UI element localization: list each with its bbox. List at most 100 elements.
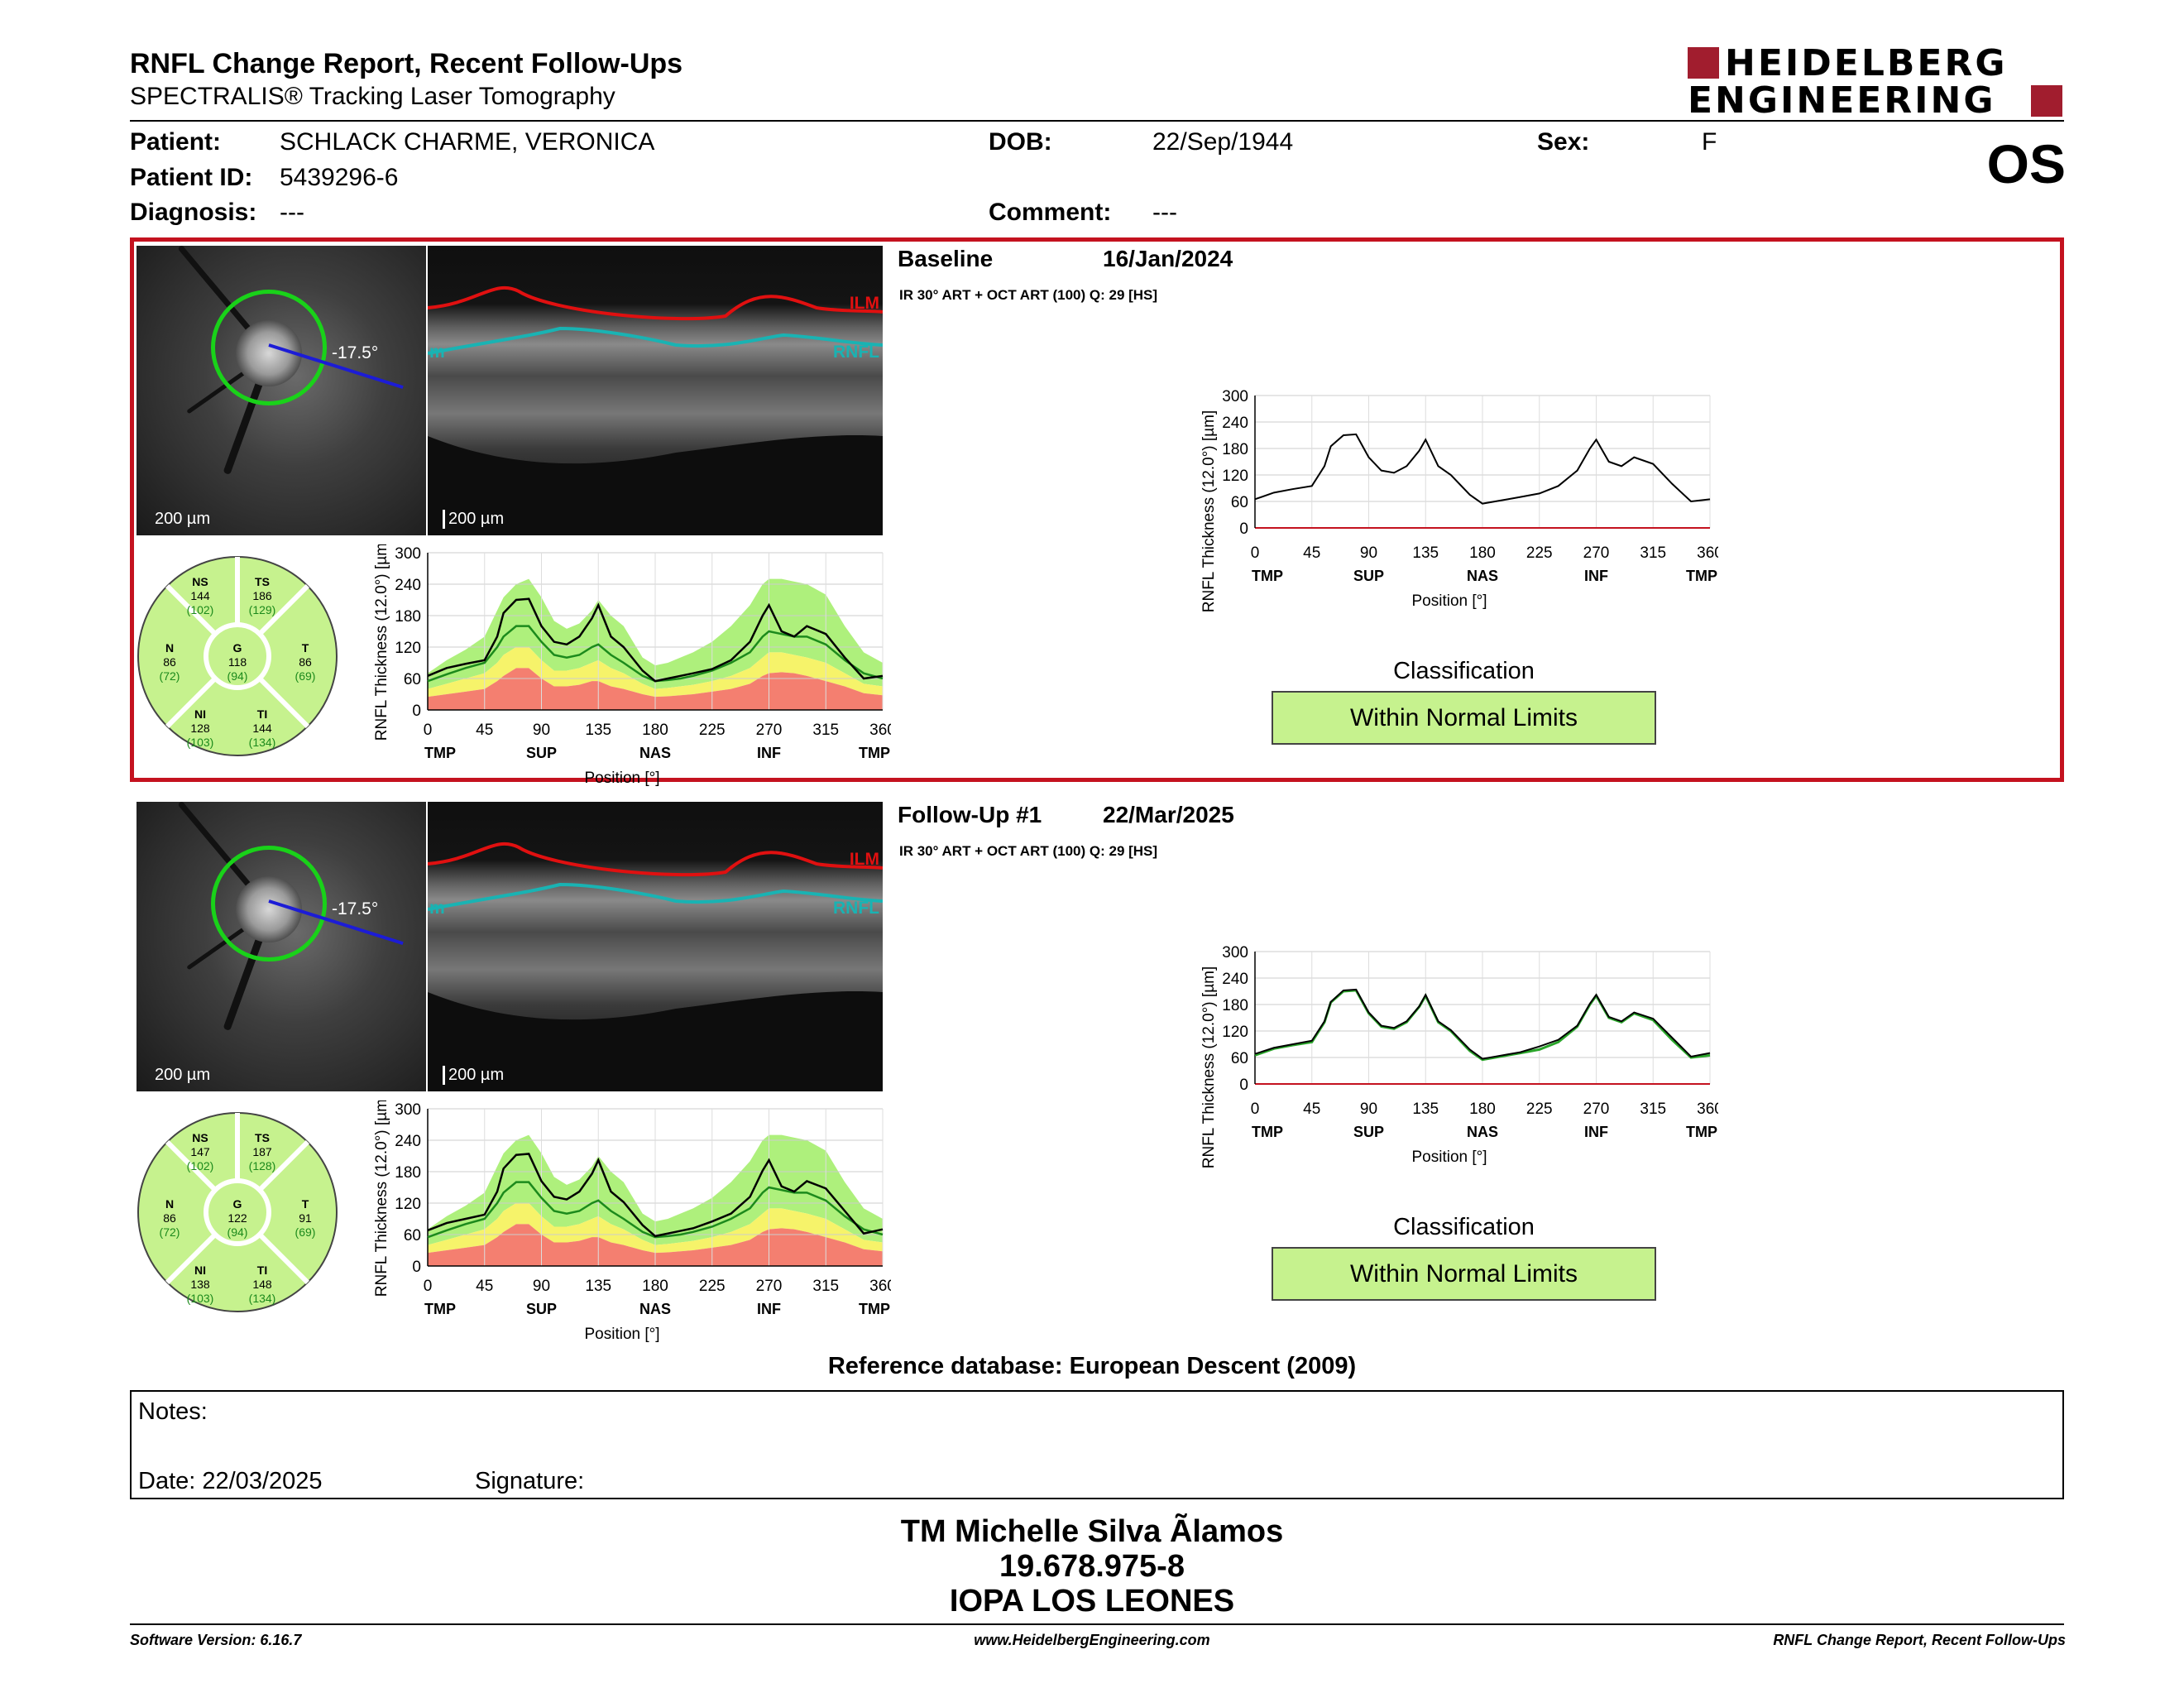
sector-ref-ti: (134) [249,736,276,749]
sector-value-ni: 138 [190,1278,210,1291]
x-tick-label: 0 [1251,544,1260,562]
x-tick-label: 270 [1583,544,1610,562]
sector-value-t: 86 [299,655,312,669]
sector-value-n: 86 [163,655,176,669]
rnfl-profile-chart: RNFL Thickness (12.0°) [µm] 0 60 120 180 240 3… [373,1101,891,1343]
scan-angle-label: -17.5° [332,343,379,362]
y-tick-label: 120 [395,640,421,657]
sector-divider [165,1232,218,1284]
logo-square-bottom [2031,85,2062,117]
ilm-layer-line [428,842,883,877]
x-axis-label: Position [°] [584,1326,659,1343]
sector-divider [257,584,309,636]
x-tick-label: 225 [1526,544,1553,562]
x-tick-label: 45 [476,722,493,739]
sector-ref-ns: (102) [187,603,214,616]
sector-ref-ni: (103) [187,1292,214,1305]
patient-name: SCHLACK CHARME, VERONICA [280,128,655,156]
sector-value-ns: 147 [190,1145,210,1158]
x-tick-label: 360 [1697,1101,1718,1118]
sector-name-ts: TS [255,1131,270,1144]
y-tick-label: 300 [1222,388,1248,405]
sector-name-n: N [165,641,174,655]
sector-name-ts: TS [255,575,270,588]
x-tick-label: 45 [1303,1101,1320,1118]
scan-circle [211,846,327,961]
x-tick-label: 270 [756,722,783,739]
notes-signature: Signature: [475,1468,585,1494]
sector-name-ni: NI [194,1264,206,1277]
sector-ref-ts: (129) [249,603,276,616]
sector-value-ts: 186 [252,589,272,602]
rnfl-layer-line [428,326,883,355]
x-tick-label: 0 [1251,1101,1260,1118]
x-tick-label: 0 [424,1278,433,1295]
fundus-scale-bar: 200 µm [155,510,211,528]
exam-date: 16/Jan/2024 [1103,246,1233,271]
x-tick-label: 315 [1640,1101,1666,1118]
y-tick-label: 240 [395,577,421,594]
y-tick-label: 0 [1239,520,1248,538]
sector-value-ns: 144 [190,589,210,602]
sector-disc-center [204,1178,271,1246]
patient-id-label: Patient ID: [130,164,253,191]
website-url[interactable]: www.HeidelbergEngineering.com [974,1632,1210,1648]
y-axis-label: RNFL Thickness (12.0°) [µm] [373,1101,390,1297]
sector-name-g: G [233,641,242,655]
sector-thickness-disc: NS144(102)TS186(129)N86(72)G118(94)T86(6… [137,556,338,756]
sector-ref-g: (94) [228,1225,248,1239]
sector-disc-center [204,622,271,690]
x-tick-label: 270 [1583,1101,1610,1118]
sector-name-g: G [233,1197,242,1211]
acquisition-info: IR 30° ART + OCT ART (100) Q: 29 [HS] [899,843,1158,859]
logo-line1: HEIDELBERG [1725,42,2008,84]
y-tick-label: 0 [1239,1077,1248,1094]
sector-label: TMP [859,1301,890,1317]
y-tick-label: 60 [404,671,421,688]
y-tick-label: 300 [1222,944,1248,961]
dob-label: DOB: [989,128,1052,156]
x-tick-label: 90 [1360,544,1377,562]
y-tick-label: 0 [412,703,421,720]
y-tick-label: 120 [1222,1024,1248,1041]
sector-label: SUP [526,745,557,761]
dob-value: 22/Sep/1944 [1152,128,1294,156]
sector-name-ns: NS [192,575,208,588]
patient-id: 5439296-6 [280,164,399,191]
sector-name-ti: TI [257,1264,267,1277]
y-axis-label: RNFL Thickness (12.0°) [µm] [1200,966,1218,1169]
sector-divider [257,1232,309,1284]
diagnosis-label: Diagnosis: [130,199,257,226]
fundus-image: -17.5° 200 µm [136,246,426,535]
signer-id: 19.678.975-8 [999,1549,1185,1584]
y-tick-label: 180 [1222,997,1248,1014]
header-divider [130,120,2064,122]
layer-m-label: m [429,899,445,918]
sex-label: Sex: [1537,128,1590,156]
rnfl-change-chart: RNFL Thickness (12.0°) [µm] 0 60 120 180 240 3… [1200,944,1718,1169]
x-axis-label: Position [°] [1411,1149,1487,1166]
comment-value: --- [1152,199,1177,226]
patient-label: Patient: [130,128,222,156]
sector-label: INF [1584,568,1608,584]
choroid-shadow [428,435,883,535]
acquisition-info: IR 30° ART + OCT ART (100) Q: 29 [HS] [899,287,1158,303]
x-tick-label: 270 [756,1278,783,1295]
notes-box[interactable]: Notes: Date: 22/03/2025 Signature: [130,1390,2064,1499]
x-tick-label: 360 [1697,544,1718,562]
sector-value-t: 91 [299,1211,312,1225]
sector-ref-n: (72) [160,1225,180,1239]
sector-name-ti: TI [257,707,267,721]
y-tick-label: 120 [1222,468,1248,485]
sector-label: SUP [1353,568,1384,584]
y-tick-label: 180 [395,1164,421,1182]
x-axis-label: Position [°] [584,770,659,787]
sector-label: NAS [639,745,671,761]
x-tick-label: 225 [699,1278,726,1295]
y-tick-label: 240 [395,1133,421,1150]
rnfl-label: RNFL [833,899,879,918]
x-tick-label: 45 [476,1278,493,1295]
y-tick-label: 60 [404,1227,421,1244]
sector-value-g: 118 [228,655,247,669]
oct-layer-overlay [428,285,883,535]
